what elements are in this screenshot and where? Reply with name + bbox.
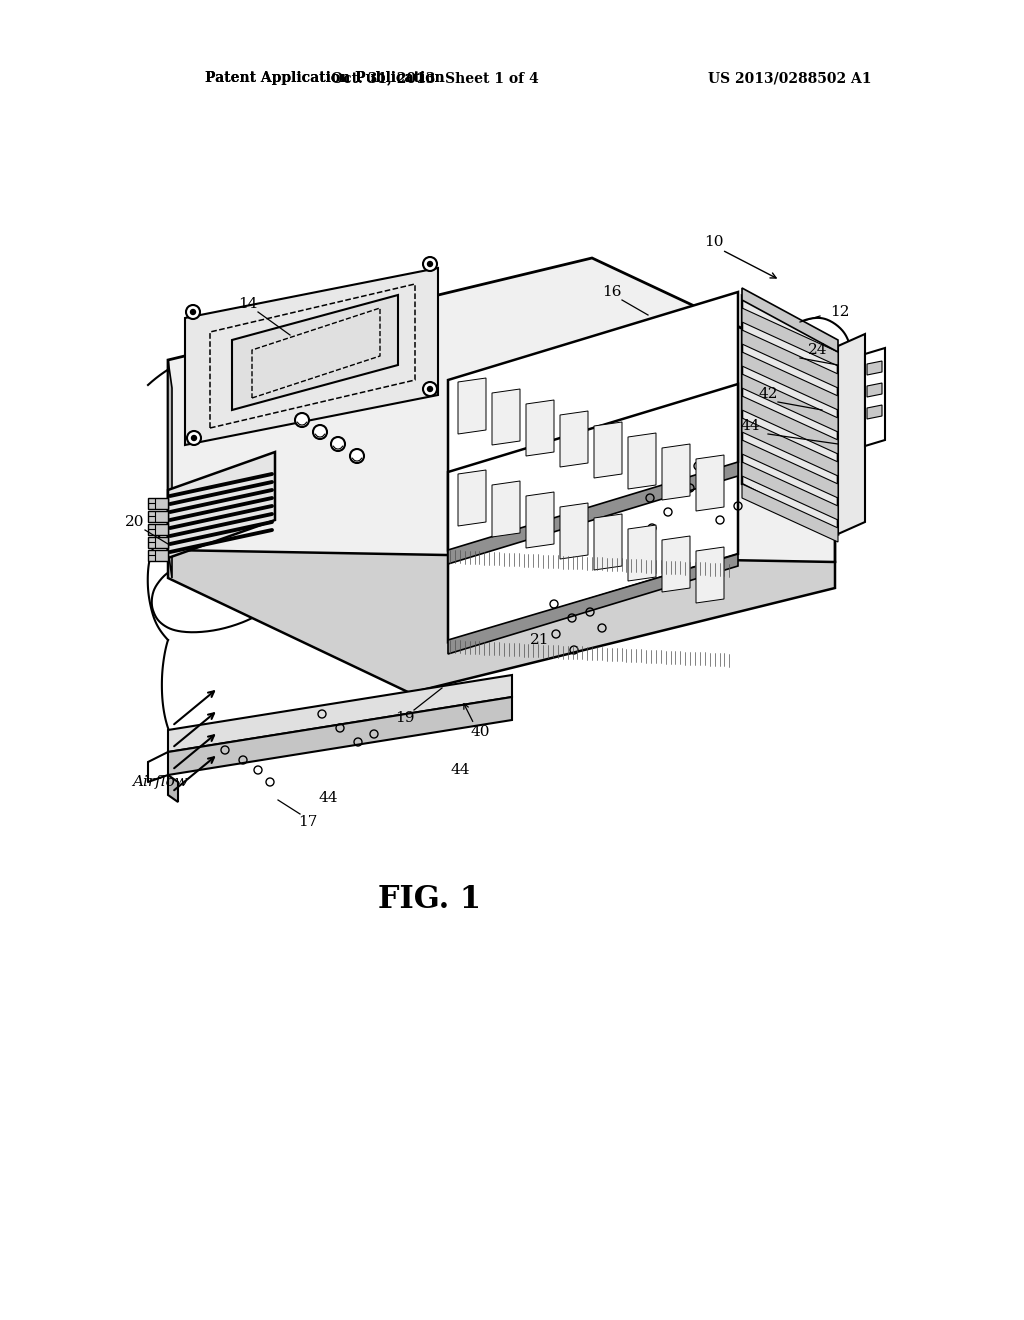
Text: 24: 24 [808, 343, 827, 356]
Circle shape [191, 436, 197, 441]
Circle shape [427, 261, 432, 267]
Polygon shape [838, 334, 865, 535]
Polygon shape [526, 400, 554, 455]
Polygon shape [742, 308, 838, 366]
Polygon shape [628, 433, 656, 488]
Polygon shape [662, 536, 690, 591]
Polygon shape [865, 348, 885, 446]
Polygon shape [449, 292, 738, 550]
Polygon shape [867, 383, 882, 397]
Polygon shape [168, 550, 835, 693]
Polygon shape [168, 360, 172, 578]
Polygon shape [168, 675, 512, 752]
Polygon shape [594, 513, 622, 570]
Polygon shape [148, 537, 168, 548]
Polygon shape [148, 550, 168, 561]
Text: 19: 19 [395, 711, 415, 725]
Polygon shape [742, 484, 838, 543]
Polygon shape [742, 440, 838, 498]
Polygon shape [449, 554, 738, 653]
Polygon shape [148, 511, 168, 521]
Polygon shape [449, 462, 738, 564]
Text: 40: 40 [470, 725, 489, 739]
Polygon shape [492, 389, 520, 445]
Polygon shape [458, 470, 486, 525]
Circle shape [423, 257, 437, 271]
Circle shape [331, 437, 345, 451]
Circle shape [423, 381, 437, 396]
Circle shape [295, 413, 309, 426]
Text: Patent Application Publication: Patent Application Publication [205, 71, 444, 84]
Polygon shape [232, 294, 398, 411]
Polygon shape [185, 268, 438, 445]
Polygon shape [492, 480, 520, 537]
Polygon shape [742, 288, 838, 352]
Text: 42: 42 [759, 387, 778, 401]
Polygon shape [742, 396, 838, 454]
Polygon shape [560, 503, 588, 558]
Text: FIG. 1: FIG. 1 [379, 884, 481, 916]
Polygon shape [867, 405, 882, 418]
Text: 10: 10 [705, 235, 724, 249]
Circle shape [186, 305, 200, 319]
Polygon shape [742, 418, 838, 477]
Polygon shape [458, 378, 486, 434]
Text: 44: 44 [318, 791, 338, 805]
Polygon shape [168, 775, 178, 803]
Polygon shape [168, 697, 512, 775]
Polygon shape [696, 546, 724, 603]
Text: 20: 20 [125, 515, 144, 529]
Polygon shape [148, 498, 168, 510]
Polygon shape [696, 455, 724, 511]
Polygon shape [742, 374, 838, 432]
Circle shape [350, 449, 364, 463]
Text: Oct. 31, 2013  Sheet 1 of 4: Oct. 31, 2013 Sheet 1 of 4 [331, 71, 539, 84]
Text: US 2013/0288502 A1: US 2013/0288502 A1 [709, 71, 871, 84]
Text: Patent Application Publication: Patent Application Publication [205, 71, 444, 84]
Text: 14: 14 [239, 297, 258, 312]
Polygon shape [742, 296, 838, 535]
Text: 16: 16 [602, 285, 622, 300]
Text: Airflow: Airflow [132, 775, 187, 789]
Circle shape [187, 432, 201, 445]
Polygon shape [742, 462, 838, 520]
Polygon shape [742, 352, 838, 411]
Text: 44: 44 [740, 418, 760, 433]
Polygon shape [867, 360, 882, 375]
Polygon shape [168, 257, 835, 665]
Polygon shape [449, 384, 738, 642]
Polygon shape [168, 451, 275, 558]
Text: 17: 17 [298, 814, 317, 829]
Text: 44: 44 [451, 763, 470, 777]
Text: 12: 12 [830, 305, 850, 319]
Polygon shape [742, 330, 838, 388]
Circle shape [427, 387, 432, 392]
Circle shape [190, 309, 196, 314]
Text: 21: 21 [530, 634, 550, 647]
Polygon shape [526, 492, 554, 548]
Circle shape [313, 425, 327, 440]
Polygon shape [662, 444, 690, 500]
Polygon shape [628, 525, 656, 581]
Polygon shape [560, 411, 588, 467]
Polygon shape [148, 524, 168, 535]
Polygon shape [594, 422, 622, 478]
